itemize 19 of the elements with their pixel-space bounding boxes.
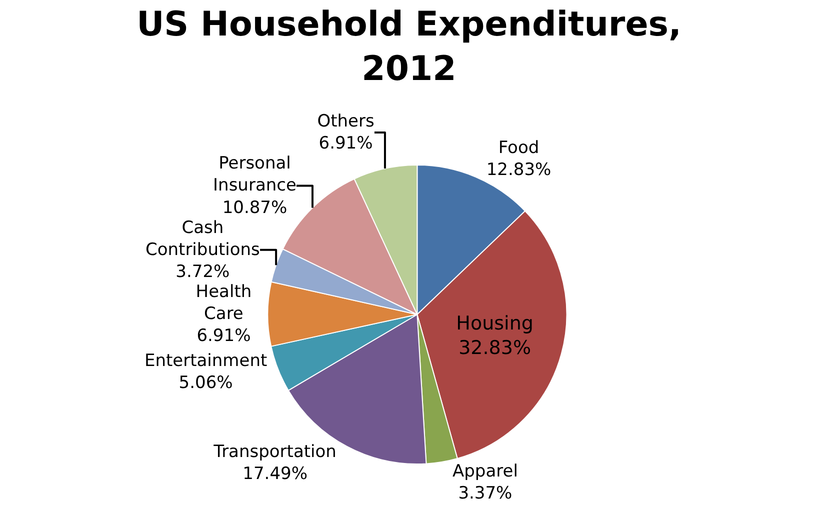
slice-label: Personal Insurance — [213, 154, 296, 196]
chart-title: US Household Expenditures, 2012 — [136, 4, 682, 89]
slice-label: Cash Contributions — [145, 218, 260, 260]
data-label: 10.87% — [222, 198, 288, 218]
slice-label: Entertainment — [144, 350, 268, 371]
data-label: 6.91% — [196, 326, 251, 346]
slice-label: Food — [498, 138, 540, 158]
data-label: 12.83% — [486, 160, 552, 180]
slice-label: Housing — [456, 312, 534, 334]
data-label: 3.72% — [176, 262, 230, 282]
slice-label: Transportation — [212, 442, 336, 462]
data-label: 5.06% — [178, 372, 233, 393]
slice-label: Apparel — [452, 461, 518, 482]
data-label: 17.49% — [242, 464, 308, 484]
slice-label: Others — [317, 112, 374, 132]
data-label: 6.91% — [318, 134, 373, 154]
data-label: 3.37% — [458, 483, 512, 504]
slice-label: Health Care — [196, 282, 252, 324]
data-label: 32.83% — [458, 337, 532, 360]
